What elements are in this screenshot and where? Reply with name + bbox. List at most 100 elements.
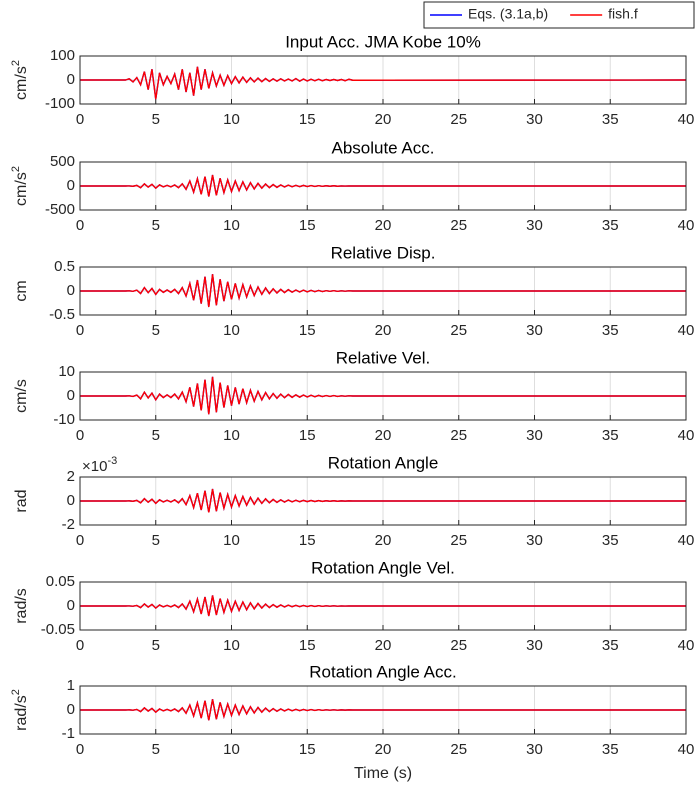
y-tick-label: -1 bbox=[62, 725, 75, 742]
y-tick-label: -0.05 bbox=[41, 621, 75, 638]
x-tick-label: 15 bbox=[299, 741, 316, 758]
x-tick-label: 25 bbox=[450, 322, 467, 339]
y-axis-label-text: cm bbox=[13, 280, 30, 301]
x-tick-label: 20 bbox=[375, 741, 392, 758]
subplot-title: Rotation Angle Acc. bbox=[309, 662, 456, 681]
series-line bbox=[80, 376, 686, 415]
axes-box bbox=[79, 161, 687, 211]
y-exponent-base: ×10 bbox=[82, 458, 107, 475]
legend: Eqs. (3.1a,b) fish.f bbox=[423, 1, 695, 29]
y-axis-label: cm bbox=[13, 280, 30, 301]
x-tick-label: 10 bbox=[223, 637, 240, 654]
x-tick-label: 5 bbox=[152, 322, 160, 339]
x-tick-label: 5 bbox=[152, 217, 160, 234]
subplot-title: Relative Disp. bbox=[331, 243, 436, 262]
x-tick-label: 35 bbox=[602, 217, 619, 234]
x-tick-label: 10 bbox=[223, 217, 240, 234]
axes-box bbox=[79, 476, 687, 526]
y-exponent-power: -3 bbox=[107, 455, 117, 467]
x-tick-label: 10 bbox=[223, 111, 240, 128]
x-tick-label: 35 bbox=[602, 741, 619, 758]
y-axis-label-text: rad/s bbox=[13, 588, 30, 624]
y-tick-label: 0 bbox=[67, 177, 75, 194]
x-tick-label: 5 bbox=[152, 637, 160, 654]
legend-label: Eqs. (3.1a,b) bbox=[468, 6, 548, 22]
y-tick-label: 1 bbox=[67, 677, 75, 694]
x-tick-label: 25 bbox=[450, 217, 467, 234]
subplot-title: Relative Vel. bbox=[336, 348, 431, 367]
y-tick-label: 500 bbox=[50, 153, 75, 170]
subplot-title: Rotation Angle Vel. bbox=[311, 558, 455, 577]
x-tick-label: 0 bbox=[76, 322, 84, 339]
axes-box bbox=[79, 55, 687, 105]
x-tick-label: 30 bbox=[526, 532, 543, 549]
x-tick-label: 40 bbox=[678, 637, 695, 654]
x-tick-label: 30 bbox=[526, 111, 543, 128]
series-line bbox=[80, 66, 687, 100]
x-tick-label: 40 bbox=[678, 741, 695, 758]
series-line bbox=[80, 595, 686, 617]
y-axis-label: cm/s2 bbox=[10, 166, 30, 206]
x-tick-label: 30 bbox=[526, 322, 543, 339]
y-tick-label: 2 bbox=[67, 468, 75, 485]
y-tick-label: 0.05 bbox=[46, 573, 75, 590]
y-tick-label: 0 bbox=[67, 492, 75, 509]
legend-label: fish.f bbox=[608, 6, 638, 22]
x-tick-label: 25 bbox=[450, 637, 467, 654]
x-tick-label: 35 bbox=[602, 427, 619, 444]
x-tick-label: 30 bbox=[526, 217, 543, 234]
x-tick-label: 30 bbox=[526, 637, 543, 654]
y-tick-label: 0 bbox=[67, 282, 75, 299]
x-tick-label: 25 bbox=[450, 741, 467, 758]
x-axis-label: Time (s) bbox=[354, 765, 412, 782]
x-tick-label: 20 bbox=[375, 427, 392, 444]
x-tick-label: 35 bbox=[602, 637, 619, 654]
x-tick-label: 10 bbox=[223, 532, 240, 549]
y-axis-label: rad/s bbox=[13, 588, 30, 624]
x-tick-label: 0 bbox=[76, 111, 84, 128]
y-axis-label: cm/s bbox=[13, 379, 30, 413]
series-line bbox=[80, 274, 686, 308]
x-tick-label: 15 bbox=[299, 111, 316, 128]
x-tick-label: 40 bbox=[678, 217, 695, 234]
x-tick-label: 5 bbox=[152, 532, 160, 549]
x-tick-label: 25 bbox=[450, 111, 467, 128]
axes-box bbox=[79, 371, 687, 421]
x-tick-label: 20 bbox=[375, 111, 392, 128]
x-tick-label: 15 bbox=[299, 427, 316, 444]
y-tick-label: -100 bbox=[45, 95, 75, 112]
x-tick-label: 0 bbox=[76, 532, 84, 549]
y-axis-label: rad bbox=[13, 489, 30, 512]
x-tick-label: 20 bbox=[375, 637, 392, 654]
x-tick-label: 40 bbox=[678, 322, 695, 339]
y-axis-label: rad/s2 bbox=[10, 689, 30, 731]
y-axis-label-text: cm/s bbox=[13, 379, 30, 413]
y-axis-label-text: rad/s bbox=[13, 695, 30, 731]
x-tick-label: 10 bbox=[223, 427, 240, 444]
x-tick-label: 20 bbox=[375, 322, 392, 339]
x-tick-label: 5 bbox=[152, 741, 160, 758]
x-tick-label: 40 bbox=[678, 532, 695, 549]
series-line bbox=[80, 174, 686, 197]
x-tick-label: 5 bbox=[152, 427, 160, 444]
y-axis-label-sup: 2 bbox=[10, 689, 22, 695]
y-exponent: ×10-3 bbox=[82, 455, 117, 475]
x-tick-label: 40 bbox=[678, 427, 695, 444]
x-tick-label: 25 bbox=[450, 427, 467, 444]
y-tick-label: -2 bbox=[62, 516, 75, 533]
x-tick-label: 15 bbox=[299, 322, 316, 339]
y-tick-label: 0 bbox=[67, 387, 75, 404]
x-tick-label: 0 bbox=[76, 217, 84, 234]
y-tick-label: 10 bbox=[58, 363, 75, 380]
y-tick-label: -0.5 bbox=[49, 306, 75, 323]
x-tick-label: 5 bbox=[152, 111, 160, 128]
y-axis-label-text: cm/s bbox=[13, 66, 30, 100]
subplot-title: Input Acc. JMA Kobe 10% bbox=[285, 32, 481, 51]
series-line bbox=[80, 699, 686, 721]
y-tick-label: 0 bbox=[67, 597, 75, 614]
x-tick-label: 10 bbox=[223, 741, 240, 758]
x-tick-label: 40 bbox=[678, 111, 695, 128]
x-tick-label: 25 bbox=[450, 532, 467, 549]
x-tick-label: 15 bbox=[299, 637, 316, 654]
